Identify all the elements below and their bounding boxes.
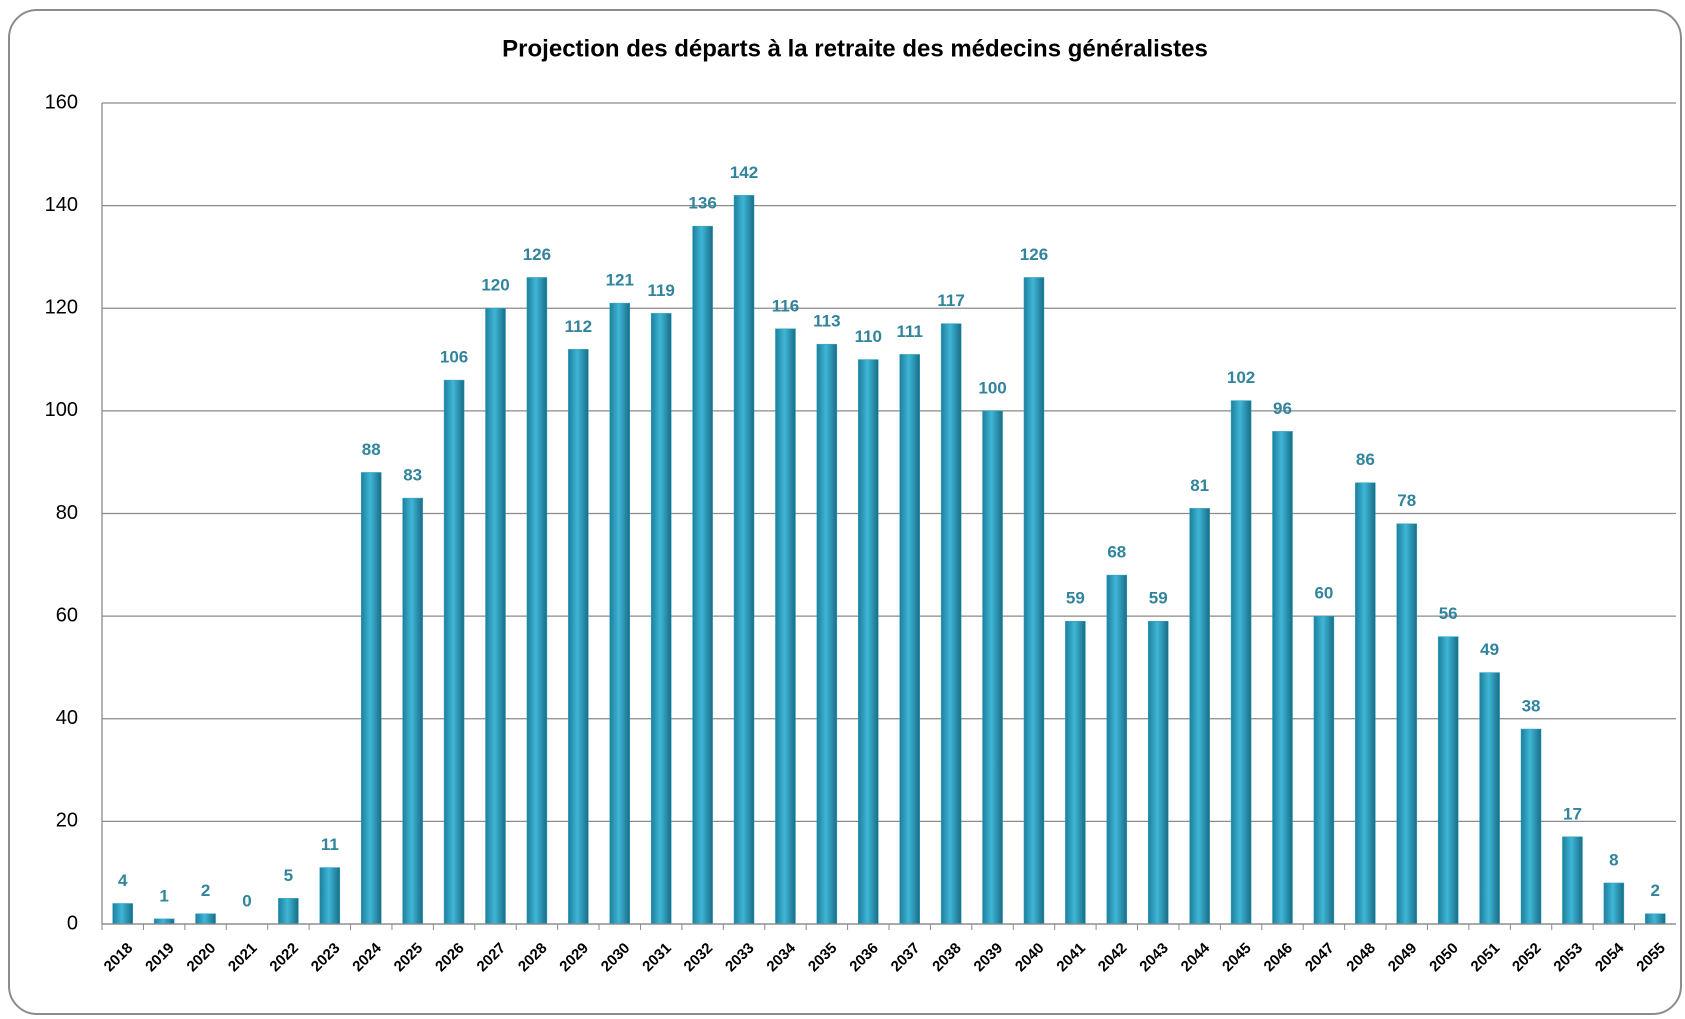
bar bbox=[692, 225, 713, 925]
value-label: 96 bbox=[1273, 399, 1292, 418]
bar bbox=[775, 328, 796, 925]
value-label: 100 bbox=[978, 378, 1006, 397]
y-tick-label: 160 bbox=[45, 91, 78, 113]
y-tick-label: 120 bbox=[45, 297, 78, 319]
value-label: 126 bbox=[523, 245, 551, 264]
bar bbox=[1520, 728, 1542, 925]
value-label: 60 bbox=[1314, 584, 1333, 603]
bar bbox=[1023, 277, 1045, 925]
value-label: 126 bbox=[1020, 245, 1048, 264]
y-tick-label: 60 bbox=[56, 604, 78, 626]
bar bbox=[112, 903, 133, 925]
bar bbox=[319, 867, 341, 925]
value-label: 78 bbox=[1397, 491, 1416, 510]
value-label: 68 bbox=[1107, 543, 1126, 562]
bar bbox=[1147, 621, 1169, 925]
bar bbox=[1106, 574, 1128, 925]
bar bbox=[485, 308, 506, 925]
value-label: 49 bbox=[1480, 640, 1499, 659]
value-label: 17 bbox=[1563, 804, 1582, 823]
value-label: 120 bbox=[481, 276, 509, 295]
bar bbox=[1065, 621, 1086, 925]
bar bbox=[650, 313, 672, 925]
y-tick-label: 40 bbox=[56, 707, 78, 729]
y-tick-label: 100 bbox=[45, 399, 78, 421]
value-label: 88 bbox=[362, 440, 381, 459]
bar bbox=[1313, 615, 1335, 925]
bar bbox=[526, 277, 548, 925]
value-label: 116 bbox=[772, 296, 799, 315]
bar bbox=[816, 343, 838, 925]
value-label: 38 bbox=[1522, 696, 1541, 715]
value-label: 113 bbox=[813, 312, 840, 331]
bar bbox=[858, 359, 879, 925]
value-label: 59 bbox=[1066, 589, 1085, 608]
value-label: 0 bbox=[242, 891, 251, 910]
bar bbox=[609, 302, 631, 925]
value-label: 8 bbox=[1609, 850, 1618, 869]
y-tick-label: 140 bbox=[45, 194, 78, 216]
bar bbox=[278, 898, 299, 925]
y-tick-label: 20 bbox=[56, 810, 78, 832]
bar bbox=[568, 349, 589, 925]
value-label: 102 bbox=[1227, 368, 1255, 387]
value-label: 2 bbox=[1651, 881, 1660, 900]
bar bbox=[982, 410, 1003, 925]
value-label: 1 bbox=[159, 886, 168, 905]
chart-title: Projection des départs à la retraite des… bbox=[502, 35, 1208, 62]
y-tick-label: 0 bbox=[67, 912, 78, 934]
y-tick-label: 80 bbox=[56, 502, 78, 524]
bar bbox=[1272, 431, 1293, 925]
value-label: 5 bbox=[284, 866, 293, 885]
bar bbox=[1562, 836, 1583, 925]
bar bbox=[899, 354, 920, 925]
bar bbox=[940, 323, 962, 925]
bar bbox=[1189, 508, 1210, 925]
value-label: 81 bbox=[1190, 476, 1209, 495]
bar bbox=[443, 379, 465, 925]
bar bbox=[733, 195, 755, 925]
bar bbox=[360, 472, 382, 925]
bar bbox=[1603, 882, 1625, 925]
bar bbox=[1230, 400, 1252, 925]
value-label: 11 bbox=[321, 835, 339, 854]
chart-border bbox=[8, 9, 1682, 1015]
bar bbox=[153, 918, 175, 925]
bar bbox=[1396, 523, 1418, 925]
bar bbox=[1479, 672, 1500, 925]
value-label: 2 bbox=[201, 881, 210, 900]
value-label: 119 bbox=[647, 281, 674, 300]
bar bbox=[1355, 482, 1376, 925]
value-label: 83 bbox=[403, 466, 422, 485]
value-label: 112 bbox=[565, 317, 592, 336]
value-label: 111 bbox=[896, 322, 923, 341]
value-label: 56 bbox=[1439, 604, 1458, 623]
value-label: 136 bbox=[688, 194, 716, 213]
value-label: 117 bbox=[937, 291, 964, 310]
value-label: 59 bbox=[1149, 589, 1168, 608]
bar bbox=[1645, 913, 1666, 925]
bar bbox=[1437, 636, 1459, 925]
value-label: 106 bbox=[440, 348, 468, 367]
value-label: 110 bbox=[855, 327, 882, 346]
bar bbox=[402, 497, 423, 925]
value-label: 4 bbox=[118, 871, 128, 890]
bar bbox=[195, 913, 216, 925]
value-label: 142 bbox=[730, 163, 758, 182]
value-label: 86 bbox=[1356, 450, 1375, 469]
value-label: 121 bbox=[606, 271, 634, 290]
